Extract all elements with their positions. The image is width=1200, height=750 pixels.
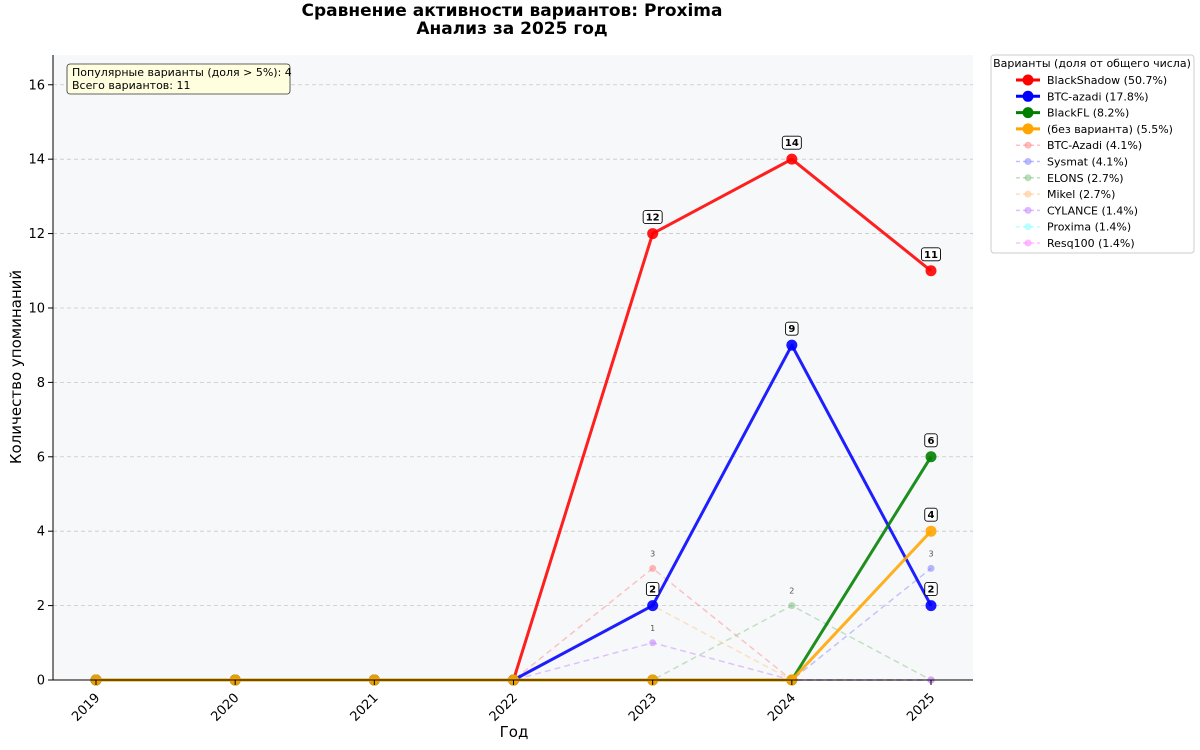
data-label: 14 (785, 138, 799, 149)
x-tick-label: 2021 (348, 691, 382, 725)
data-label: 4 (928, 510, 935, 521)
legend-label: Resq100 (1.4%) (1047, 237, 1135, 250)
legend-label: Mikel (2.7%) (1047, 188, 1115, 201)
plot-area (53, 55, 973, 680)
data-label-box (645, 582, 660, 597)
y-tick-label: 6 (37, 450, 45, 465)
info-box-frame (66, 63, 291, 95)
data-point (788, 602, 796, 610)
info-box-line-2: Всего вариантов: 11 (72, 79, 190, 92)
x-tick-label: 2023 (626, 691, 660, 725)
x-tick-label: 2024 (765, 691, 799, 725)
data-point (925, 525, 937, 537)
legend-item: BlackFL (8.2%) (1016, 107, 1129, 120)
data-point (786, 153, 798, 165)
x-tick-label: 2022 (487, 691, 521, 725)
chart-subtitle: Анализ за 2025 год (416, 19, 607, 39)
legend: Варианты (доля от общего числа) BlackSha… (990, 54, 1195, 254)
data-point (647, 600, 659, 612)
legend-item: Proxima (1.4%) (1016, 221, 1131, 234)
legend-item: BTC-azadi (17.8%) (1016, 90, 1149, 103)
data-label: 3 (650, 549, 655, 558)
legend-title: Варианты (доля от общего числа) (993, 57, 1191, 70)
legend-swatch-marker (1024, 174, 1032, 182)
legend-label: BTC-azadi (17.8%) (1047, 90, 1149, 103)
legend-label: CYLANCE (1.4%) (1047, 204, 1138, 217)
legend-label: BlackShadow (50.7%) (1047, 74, 1167, 87)
y-tick-label: 10 (28, 301, 45, 316)
legend-swatch-marker (1022, 90, 1034, 102)
data-label: 12 (646, 213, 660, 224)
data-label-box (785, 321, 799, 336)
data-label-box (642, 210, 663, 225)
legend-swatch-marker (1024, 239, 1032, 247)
data-label-box (924, 433, 938, 448)
legend-item: ELONS (2.7%) (1016, 172, 1124, 185)
y-tick-label: 2 (37, 599, 45, 614)
data-point (786, 339, 798, 351)
x-axis-label: Год (500, 723, 529, 741)
info-box: Популярные варианты (доля > 5%): 4 Всего… (66, 63, 292, 95)
data-label: 2 (928, 585, 935, 596)
data-label-box (924, 582, 938, 597)
y-tick-label: 4 (37, 525, 45, 540)
legend-item: BlackShadow (50.7%) (1016, 74, 1167, 87)
data-point (927, 564, 935, 572)
data-label: 2 (649, 585, 656, 596)
data-label-box (924, 507, 938, 522)
y-tick-label: 8 (37, 376, 45, 391)
legend-swatch-marker (1024, 158, 1032, 165)
legend-label: ELONS (2.7%) (1047, 172, 1124, 185)
legend-item: BTC-Azadi (4.1%) (1016, 139, 1142, 152)
legend-swatch-marker (1022, 74, 1034, 86)
legend-item: Resq100 (1.4%) (1016, 237, 1135, 250)
x-tick-label: 2019 (69, 691, 103, 725)
data-point (647, 228, 659, 240)
legend-swatch-marker (1024, 141, 1032, 149)
legend-item: (без варианта) (5.5%) (1016, 123, 1173, 136)
legend-items: BlackShadow (50.7%) BTC-azadi (17.8%) Blac… (1016, 74, 1173, 250)
data-point (649, 639, 657, 647)
data-point (925, 265, 937, 277)
legend-label: Proxima (1.4%) (1047, 221, 1131, 234)
data-label: 3 (928, 549, 933, 558)
legend-label: Sysmat (4.1%) (1047, 156, 1128, 169)
legend-swatch-marker (1024, 223, 1032, 231)
legend-label: BlackFL (8.2%) (1047, 107, 1129, 120)
info-box-line-1: Популярные варианты (доля > 5%): 4 (72, 66, 292, 79)
y-tick-label: 12 (28, 227, 45, 242)
y-tick-label: 16 (28, 78, 45, 93)
data-point (649, 564, 657, 572)
data-label: 1 (650, 624, 655, 633)
legend-swatch-marker (1022, 107, 1034, 119)
data-label: 6 (928, 436, 935, 447)
data-label: 2 (789, 587, 794, 596)
grid-lines (53, 84, 973, 606)
legend-swatch-marker (1024, 206, 1032, 214)
legend-item: CYLANCE (1.4%) (1016, 204, 1138, 217)
legend-frame (990, 54, 1195, 254)
chart-title: Сравнение активности вариантов: Proxima (301, 1, 722, 21)
legend-item: Sysmat (4.1%) (1016, 156, 1128, 169)
y-tick-label: 14 (28, 153, 45, 168)
data-point (925, 600, 937, 612)
data-label: 11 (924, 250, 938, 261)
legend-swatch-marker (1024, 190, 1032, 198)
legend-label: (без варианта) (5.5%) (1047, 123, 1173, 136)
legend-swatch-marker (1022, 123, 1034, 135)
y-axis-label: Количество упоминаний (7, 270, 25, 464)
data-label-box (921, 247, 941, 262)
data-point (925, 451, 937, 463)
legend-item: Mikel (2.7%) (1016, 188, 1115, 201)
data-label: 9 (788, 324, 795, 335)
x-tick-label: 2025 (904, 691, 938, 725)
data-label-box (781, 135, 802, 150)
y-tick-label: 0 (37, 674, 45, 689)
x-tick-label: 2020 (208, 691, 242, 725)
legend-label: BTC-Azadi (4.1%) (1047, 139, 1142, 152)
